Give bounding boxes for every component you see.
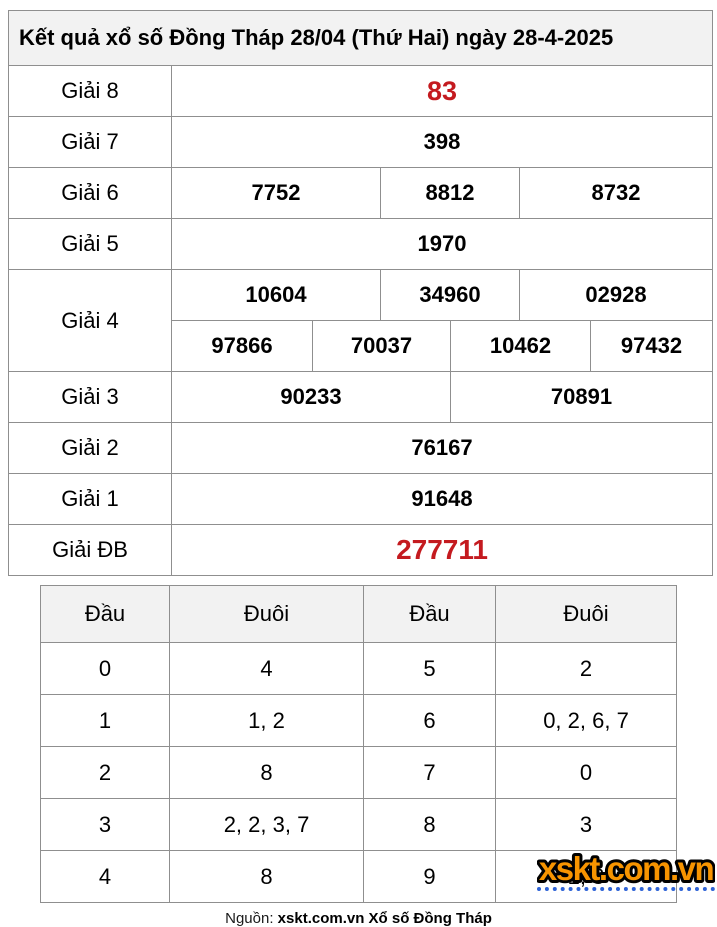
prize-value-g6-2: 8812: [380, 167, 520, 219]
summary-row-0: 0 4 5 2: [40, 642, 677, 695]
prize-value-g4-2: 34960: [380, 269, 520, 321]
summary-cell: 8: [169, 850, 364, 903]
summary-cell: 2: [495, 642, 677, 695]
prize-value-g4-5: 70037: [312, 320, 451, 372]
prize-value-g7: 398: [170, 116, 714, 168]
summary-cell: 4: [169, 642, 364, 695]
summary-cell: 5: [363, 642, 496, 695]
summary-header-dau-2: Đầu: [363, 585, 496, 643]
prize-row-g2: Giải 2 76167: [8, 422, 714, 474]
prize-value-g4-6: 10462: [450, 320, 591, 372]
prize-label-g6: Giải 6: [8, 167, 172, 219]
prize-value-g5: 1970: [170, 218, 714, 270]
summary-row-2: 2 8 7 0: [40, 746, 677, 799]
summary-cell: 9: [363, 850, 496, 903]
prize-label-g3: Giải 3: [8, 371, 172, 423]
prize-label-gdb: Giải ĐB: [8, 524, 172, 576]
prize-row-g3: Giải 3 90233 70891: [8, 371, 714, 423]
prize-row-g5: Giải 5 1970: [8, 218, 714, 270]
summary-cell: 0, 2, 6, 7: [495, 694, 677, 747]
summary-header-duoi-1: Đuôi: [169, 585, 364, 643]
prize-value-g4-4: 97866: [171, 320, 313, 372]
prize-label-g1: Giải 1: [8, 473, 172, 525]
summary-cell: 1, 2: [169, 694, 364, 747]
prize-row-g1: Giải 1 91648: [8, 473, 714, 525]
footer-source-name: xskt.com.vn Xổ số Đồng Tháp: [277, 910, 492, 927]
page: { "title": "Kết quả xổ số Đồng Tháp 28/0…: [0, 10, 717, 927]
prize-value-g2: 76167: [170, 422, 714, 474]
prize-value-g4-7: 97432: [589, 320, 714, 372]
page-title: Kết quả xổ số Đồng Tháp 28/04 (Thứ Hai) …: [7, 10, 714, 66]
summary-cell: 8: [363, 798, 496, 851]
summary-cell: 2, 2, 3, 7: [169, 798, 364, 851]
results-table: Kết quả xổ số Đồng Tháp 28/04 (Thứ Hai) …: [7, 10, 714, 576]
prize-row-g6: Giải 6 7752 8812 8732: [8, 167, 714, 219]
summary-header-row: Đầu Đuôi Đầu Đuôi: [40, 585, 677, 643]
summary-table: Đầu Đuôi Đầu Đuôi 0 4 5 2 1 1, 2 6 0, 2,…: [40, 585, 677, 903]
summary-row-3: 3 2, 2, 3, 7 8 3: [40, 798, 677, 851]
prize-label-g8: Giải 8: [8, 65, 172, 117]
footer-source: Nguồn: xskt.com.vn Xổ số Đồng Tháp: [0, 910, 717, 927]
prize-value-g6-3: 8732: [518, 167, 714, 219]
prize-value-g3-2: 70891: [449, 371, 714, 423]
summary-cell: 3: [495, 798, 677, 851]
prize-value-g4-3: 02928: [518, 269, 714, 321]
summary-header-duoi-2: Đuôi: [495, 585, 677, 643]
logo-text: xskt.com.vn: [539, 850, 714, 887]
prize-value-g6-1: 7752: [171, 167, 381, 219]
prize-label-g7: Giải 7: [8, 116, 172, 168]
prize-label-g2: Giải 2: [8, 422, 172, 474]
prize-row-g7: Giải 7 398: [8, 116, 714, 168]
summary-row-1: 1 1, 2 6 0, 2, 6, 7: [40, 694, 677, 747]
prize-label-g5: Giải 5: [8, 218, 172, 270]
logo-xskt-graphic: xskt.com.vn: [536, 847, 717, 890]
summary-cell: 2: [40, 746, 170, 799]
prize-label-g4: Giải 4: [8, 269, 172, 372]
prize-value-g8: 83: [170, 65, 714, 117]
summary-cell: 4: [40, 850, 170, 903]
summary-cell: 8: [169, 746, 364, 799]
prize-value-g3-1: 90233: [171, 371, 451, 423]
prize-value-gdb: 277711: [170, 524, 714, 576]
summary-cell: 0: [495, 746, 677, 799]
title-row: Kết quả xổ số Đồng Tháp 28/04 (Thứ Hai) …: [7, 10, 714, 66]
prize-value-g1: 91648: [170, 473, 714, 525]
summary-cell: 7: [363, 746, 496, 799]
prize-row-gdb: Giải ĐB 277711: [8, 524, 714, 576]
footer-source-label: Nguồn:: [225, 910, 274, 927]
summary-cell: 0: [40, 642, 170, 695]
prize-row-g4a: Giải 4 10604 34960 02928: [8, 269, 714, 372]
prize-value-g4-1: 10604: [171, 269, 381, 321]
summary-cell: 6: [363, 694, 496, 747]
summary-cell: 1: [40, 694, 170, 747]
summary-cell: 3: [40, 798, 170, 851]
logo-xskt[interactable]: xskt.com.vn: [536, 847, 717, 891]
prize-row-g8: Giải 8 83: [8, 65, 714, 117]
summary-header-dau-1: Đầu: [40, 585, 170, 643]
